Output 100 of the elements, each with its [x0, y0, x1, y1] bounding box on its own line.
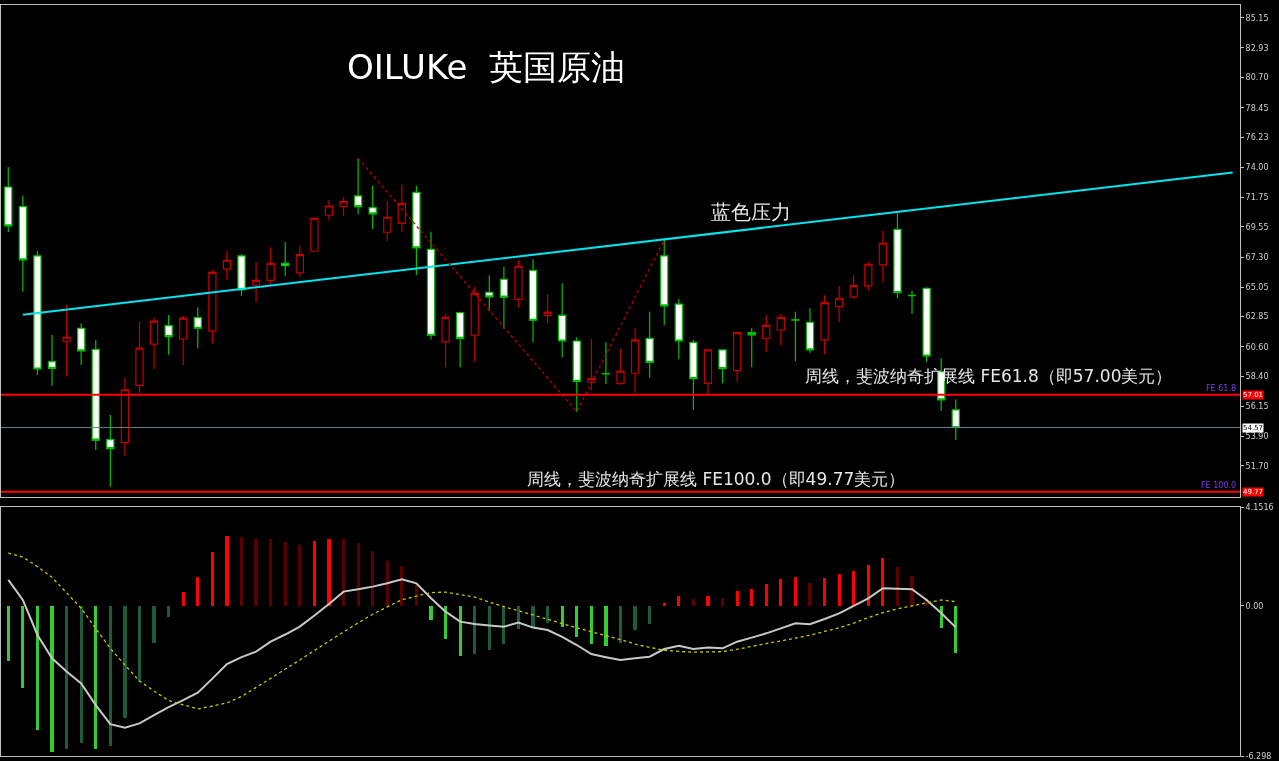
bar	[750, 588, 754, 606]
bar	[327, 538, 331, 606]
text: OILUKe 英国原油	[346, 47, 626, 88]
bar	[6, 605, 10, 661]
candlestick	[747, 327, 756, 368]
candlestick	[441, 313, 450, 368]
bar	[123, 605, 127, 719]
bar	[458, 605, 462, 656]
candlestick	[251, 261, 261, 303]
bar	[283, 542, 287, 606]
candlestick	[295, 245, 304, 278]
y-tick-label: -6.298	[1245, 751, 1272, 761]
candlestick	[426, 231, 436, 340]
bar	[822, 577, 827, 606]
candlestick	[762, 314, 771, 353]
candlestick	[674, 298, 683, 360]
candlestick	[893, 212, 902, 299]
candlestick	[120, 377, 130, 457]
bar	[575, 605, 579, 638]
candlestick	[776, 313, 786, 347]
candlestick	[951, 398, 960, 441]
bar	[356, 543, 360, 606]
bar	[341, 538, 346, 606]
bar	[560, 605, 564, 627]
bar	[35, 605, 40, 731]
annotation: 周线，斐波纳奇扩展线 FE100.0（即49.77美元）	[527, 469, 906, 489]
bar	[604, 605, 608, 646]
candlestick	[353, 157, 363, 215]
bar	[167, 605, 171, 617]
candlestick	[514, 259, 523, 308]
bar	[735, 590, 739, 606]
candlestick	[368, 185, 377, 230]
candlestick	[208, 269, 217, 344]
candlestick	[470, 286, 479, 363]
y-tick-label: 67.30	[1245, 252, 1269, 262]
bar	[648, 605, 652, 625]
line-series	[7, 552, 957, 710]
candlestick	[732, 331, 742, 383]
candlestick	[47, 334, 57, 387]
bar	[954, 605, 958, 653]
bar	[589, 605, 593, 645]
bar	[64, 605, 69, 750]
bar	[429, 605, 433, 620]
candlestick	[543, 293, 552, 324]
candlestick	[907, 290, 917, 315]
y-tick-label: 74.00	[1245, 163, 1269, 173]
bar	[210, 552, 214, 606]
candlestick	[237, 253, 246, 297]
candlestick	[616, 348, 625, 386]
ref-line-label: FE 100.0	[1201, 481, 1237, 490]
bar	[298, 544, 302, 606]
candlestick	[4, 166, 13, 233]
bar	[181, 592, 185, 606]
bar	[852, 570, 856, 606]
candlestick	[222, 250, 232, 281]
candlestick	[397, 184, 407, 233]
candlestick	[412, 185, 421, 276]
bar	[94, 605, 98, 750]
candlestick	[106, 414, 115, 488]
bar	[371, 550, 375, 606]
bar	[79, 605, 83, 743]
candlestick	[587, 338, 596, 391]
candlestick	[630, 327, 640, 394]
bar	[618, 605, 623, 643]
bar	[152, 605, 156, 644]
candlestick	[383, 200, 392, 242]
candlestick	[281, 241, 290, 277]
y-tick-label: 80.70	[1245, 73, 1269, 83]
candlestick	[485, 274, 494, 312]
bar	[662, 603, 666, 606]
bar	[21, 605, 25, 689]
bar	[808, 582, 812, 606]
candlestick	[193, 306, 202, 350]
candlestick	[62, 304, 71, 378]
bar	[269, 538, 273, 606]
bar	[312, 540, 316, 606]
bar	[881, 558, 885, 606]
candlestick	[77, 322, 86, 366]
candlestick	[558, 282, 567, 358]
y-tick-label: 0.00	[1245, 601, 1264, 611]
candlestick	[149, 316, 159, 370]
candlestick	[164, 314, 173, 356]
line-series	[7, 578, 957, 729]
y-tick-label: 69.55	[1245, 222, 1269, 232]
y-tick-label: 76.23	[1245, 133, 1269, 143]
candlestick	[135, 321, 144, 394]
bar	[706, 595, 710, 606]
candlestick	[922, 286, 931, 363]
bar	[677, 595, 681, 606]
y-tick-label: 51.70	[1245, 461, 1269, 471]
candlestick	[864, 261, 873, 292]
candlestick	[834, 285, 844, 323]
bar	[764, 584, 768, 606]
y-tick-label: 82.93	[1245, 43, 1269, 53]
bar	[546, 605, 550, 623]
candlestick	[179, 315, 188, 366]
candlestick	[324, 199, 334, 222]
candlestick	[572, 336, 581, 413]
candlestick	[91, 339, 100, 451]
y-tick-label: 60.60	[1245, 342, 1269, 352]
